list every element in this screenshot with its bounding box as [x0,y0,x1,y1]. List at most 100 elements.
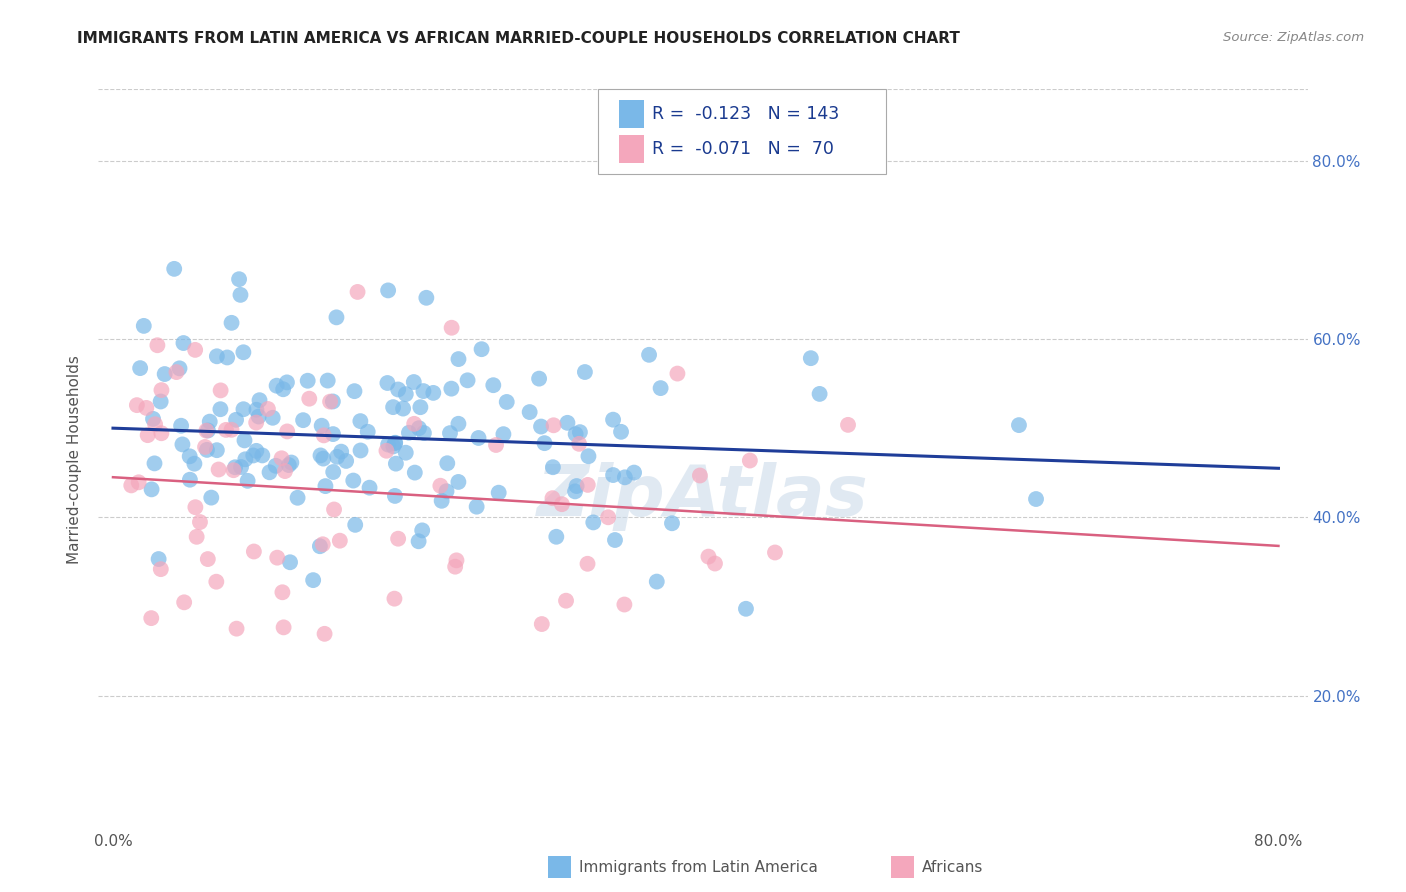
Point [259,465,281,479]
Point [446,553,468,567]
Point [344,517,367,532]
Point [402,375,425,389]
Point [623,466,645,480]
Point [179,450,201,464]
Point [142,412,165,426]
Point [440,320,463,334]
Point [330,444,353,458]
Point [436,484,458,499]
Point [578,449,600,463]
Point [188,515,211,529]
Point [342,474,364,488]
Point [404,466,426,480]
Point [704,557,727,571]
Point [222,463,245,477]
Point [141,611,163,625]
Point [135,401,157,415]
Point [309,449,332,463]
Point [277,458,299,472]
Point [557,416,579,430]
Point [197,424,219,438]
Text: Immigrants from Latin America: Immigrants from Latin America [579,860,818,874]
Point [228,272,250,286]
Point [120,478,142,492]
Point [247,409,270,424]
Point [422,385,444,400]
Point [224,460,246,475]
Point [221,423,243,437]
Point [292,413,315,427]
Text: ZipAtlas: ZipAtlas [537,462,869,531]
Point [209,402,232,417]
Point [195,442,218,457]
Point [638,348,661,362]
Point [613,598,636,612]
Point [382,400,405,414]
Point [377,376,399,390]
Point [574,365,596,379]
Point [349,414,371,428]
Point [359,481,381,495]
Point [194,440,217,454]
Point [150,426,173,441]
Point [440,382,463,396]
Point [377,437,399,451]
Point [243,544,266,558]
Point [129,361,152,376]
Point [387,532,409,546]
Point [225,622,247,636]
Point [527,371,550,385]
Point [302,573,325,587]
Point [233,452,256,467]
Point [149,562,172,576]
Point [602,468,624,483]
Point [205,443,228,458]
Point [697,549,720,564]
Point [495,395,517,409]
Point [165,365,187,379]
Point [298,392,321,406]
Point [276,376,298,390]
Point [314,479,336,493]
Point [242,449,264,463]
Point [278,555,301,569]
Point [287,491,309,505]
Point [408,534,430,549]
Point [312,428,335,442]
Point [245,443,267,458]
Point [404,417,426,431]
Point [262,410,284,425]
Point [430,493,453,508]
Point [322,427,344,442]
Point [316,374,339,388]
Point [808,387,831,401]
Point [357,425,380,439]
Point [217,351,239,365]
Point [375,443,398,458]
Point [738,453,761,467]
Point [170,418,193,433]
Point [610,425,633,439]
Point [249,393,271,408]
Point [183,457,205,471]
Point [1025,491,1047,506]
Point [325,310,347,325]
Point [323,502,346,516]
Point [543,418,565,433]
Point [132,318,155,333]
Point [184,500,207,515]
Point [598,510,620,524]
Point [395,387,418,401]
Point [125,398,148,412]
Point [385,457,408,471]
Point [546,530,568,544]
Point [349,443,371,458]
Point [233,434,256,448]
Point [735,601,758,615]
Point [387,383,409,397]
Point [311,418,333,433]
Point [382,439,405,453]
Point [519,405,541,419]
Point [447,352,470,367]
Point [200,491,222,505]
